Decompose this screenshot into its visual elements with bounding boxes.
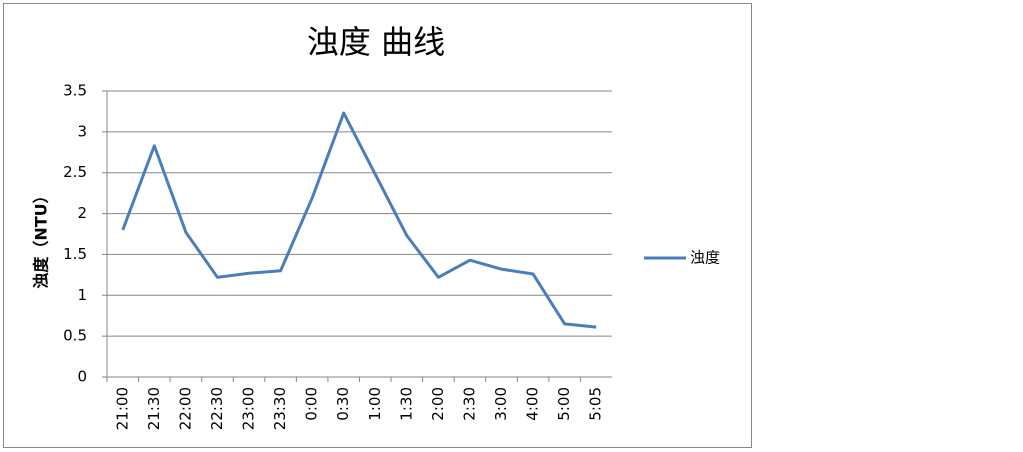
y-tick-label: 2 [77, 204, 87, 222]
y-axis-label: 浊度（NTU） [32, 187, 51, 288]
x-tick-label: 21:00 [113, 387, 131, 430]
chart-border [3, 3, 752, 448]
x-tick-label: 2:00 [429, 387, 447, 421]
x-tick-label: 1:30 [397, 387, 415, 421]
y-tick-label: 0.5 [63, 327, 87, 345]
x-tick-label: 21:30 [145, 387, 163, 430]
x-tick-label: 3:00 [492, 387, 510, 421]
legend-label: 浊度 [690, 249, 720, 267]
x-tick-label: 22:30 [208, 387, 226, 430]
x-tick-label: 5:05 [587, 387, 605, 421]
x-tick-label: 4:00 [524, 387, 542, 421]
y-tick-label: 3.5 [63, 82, 87, 100]
x-tick-label: 23:30 [271, 387, 289, 430]
x-tick-label: 22:00 [176, 387, 194, 430]
y-tick-label: 0 [77, 368, 87, 386]
y-tick-label: 3 [77, 122, 87, 140]
x-tick-label: 23:00 [240, 387, 258, 430]
x-tick-label: 0:30 [334, 387, 352, 421]
line-series [121, 111, 597, 329]
x-tick-label: 0:00 [303, 387, 321, 421]
x-tick-label: 2:30 [460, 387, 478, 421]
x-tick-label: 1:00 [366, 387, 384, 421]
y-tick-label: 1 [77, 286, 87, 304]
y-tick-label: 2.5 [63, 163, 87, 181]
chart-title: 浊度 曲线 [307, 23, 445, 61]
y-tick-label: 1.5 [63, 245, 87, 263]
x-tick-label: 5:00 [555, 387, 573, 421]
